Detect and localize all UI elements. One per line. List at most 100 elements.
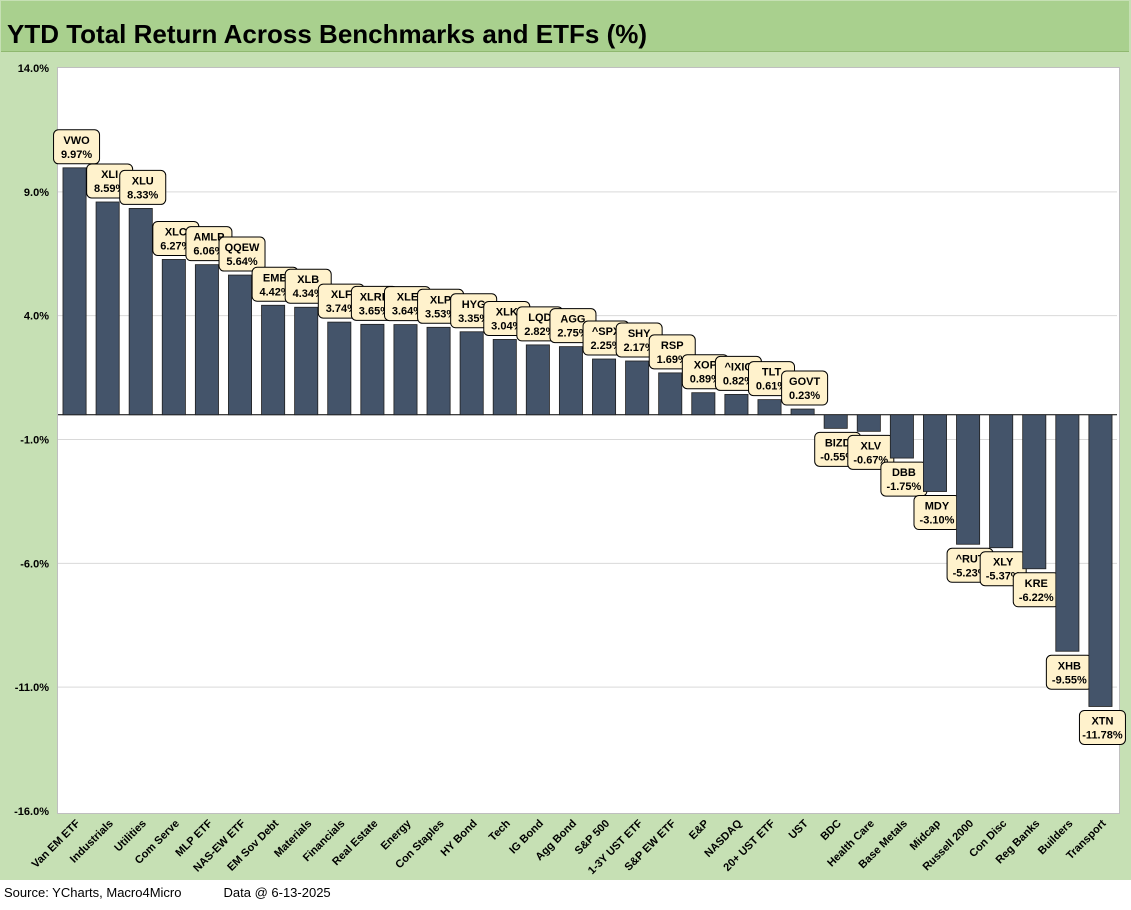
- bar: [658, 372, 683, 416]
- bar: [1022, 414, 1047, 570]
- y-tick-label: -6.0%: [20, 558, 49, 570]
- ticker-label: XLI: [101, 169, 118, 181]
- x-tick-label: E&P: [687, 818, 711, 842]
- y-tick-label: 4.0%: [24, 311, 49, 323]
- title-bar: YTD Total Return Across Benchmarks and E…: [1, 1, 1129, 52]
- ticker-label: LQD: [528, 312, 551, 324]
- bar: [558, 346, 583, 416]
- bar: [327, 321, 352, 416]
- data-label-box: [53, 129, 101, 165]
- ticker-label: AGG: [560, 314, 585, 326]
- value-label: -6.22%: [1019, 592, 1054, 604]
- value-label: 8.33%: [127, 189, 158, 201]
- bar: [360, 323, 385, 416]
- ticker-label: TLT: [762, 367, 782, 379]
- bar: [592, 358, 617, 416]
- bar: [691, 392, 716, 416]
- bar: [724, 394, 749, 416]
- ticker-label: XLU: [132, 175, 154, 187]
- value-label: 4.34%: [293, 288, 324, 300]
- ticker-label: MDY: [925, 501, 950, 513]
- bar: [294, 306, 319, 416]
- ticker-label: EMB: [263, 272, 288, 284]
- bar: [956, 414, 981, 545]
- bar: [161, 259, 186, 416]
- value-label: 0.23%: [789, 390, 820, 402]
- data-label-box: [1078, 709, 1126, 745]
- value-label: 3.53%: [425, 308, 456, 320]
- value-label: 3.64%: [392, 306, 423, 318]
- bar: [492, 339, 517, 416]
- ticker-label: AMLP: [193, 232, 224, 244]
- bar: [261, 304, 286, 416]
- value-label: 0.89%: [690, 374, 721, 386]
- value-label: 2.82%: [524, 326, 555, 338]
- value-label: 0.61%: [756, 381, 787, 393]
- value-label: -11.78%: [1082, 729, 1123, 741]
- ticker-label: XLP: [430, 294, 451, 306]
- ticker-label: XLE: [397, 292, 418, 304]
- bar: [1055, 414, 1080, 652]
- value-label: 6.27%: [160, 240, 191, 252]
- value-label: 2.17%: [624, 342, 655, 354]
- value-label: 1.69%: [657, 354, 688, 366]
- y-tick-label: -16.0%: [14, 806, 49, 818]
- bar: [757, 399, 782, 416]
- bar-chart: 14.0% 9.0% 4.0% -1.0% -6.0% -11.0% -16.0% VWO 9.…: [14, 63, 1126, 877]
- bar: [426, 326, 451, 416]
- value-label: 6.06%: [193, 246, 224, 258]
- bar: [393, 324, 418, 416]
- ticker-label: ^RUT: [956, 553, 985, 565]
- value-label: -9.55%: [1052, 674, 1087, 686]
- bar: [989, 414, 1014, 549]
- bar: [823, 414, 848, 429]
- value-label: -5.37%: [986, 571, 1021, 583]
- bar: [128, 208, 153, 416]
- x-tick-label: UST: [787, 817, 811, 841]
- ticker-label: QQEW: [225, 242, 260, 254]
- value-label: 5.64%: [226, 256, 257, 268]
- bar: [459, 331, 484, 416]
- bar: [790, 408, 815, 416]
- x-tick-label: BDC: [818, 818, 843, 843]
- bar: [228, 274, 252, 416]
- ticker-label: BIZD: [825, 437, 851, 449]
- ticker-label: VWO: [63, 135, 90, 147]
- x-tick-label: Tech: [487, 817, 513, 843]
- ticker-label: GOVT: [789, 376, 820, 388]
- ticker-label: XLK: [496, 306, 518, 318]
- value-label: 3.35%: [458, 313, 489, 325]
- y-tick-label: 9.0%: [24, 187, 49, 199]
- value-label: 2.25%: [590, 340, 621, 352]
- ticker-label: XHB: [1058, 660, 1081, 672]
- value-label: 9.97%: [61, 149, 92, 161]
- value-label: 3.65%: [359, 305, 390, 317]
- source-note: Source: YCharts, Macro4Micro: [4, 885, 182, 900]
- value-label: 8.59%: [94, 183, 125, 195]
- data-date: Data @ 6-13-2025: [223, 885, 331, 900]
- value-label: 2.75%: [557, 328, 588, 340]
- ticker-label: KRE: [1025, 578, 1048, 590]
- data-label-box: [218, 236, 266, 272]
- bar: [856, 414, 881, 432]
- value-label: -5.23%: [953, 567, 988, 579]
- y-tick-label: -1.0%: [20, 435, 49, 447]
- bar: [1088, 414, 1113, 707]
- ticker-label: HYG: [462, 299, 486, 311]
- value-label: -0.67%: [853, 454, 888, 466]
- ticker-label: RSP: [661, 340, 684, 352]
- y-tick-label: -11.0%: [15, 682, 49, 694]
- data-label-box: [781, 370, 829, 406]
- ticker-label: XLY: [993, 557, 1014, 569]
- ticker-label: XLF: [331, 289, 352, 301]
- ticker-label: SHY: [628, 328, 651, 340]
- ticker-label: XLC: [165, 226, 187, 238]
- ticker-label: XLV: [861, 440, 882, 452]
- bar: [62, 167, 87, 416]
- value-label: 4.42%: [260, 286, 291, 298]
- value-label: 3.74%: [326, 303, 357, 315]
- x-tick-label: HY Bond: [439, 818, 480, 859]
- ticker-label: ^IXIC: [725, 361, 753, 373]
- data-label-box: [119, 169, 167, 205]
- ticker-label: XLB: [297, 274, 319, 286]
